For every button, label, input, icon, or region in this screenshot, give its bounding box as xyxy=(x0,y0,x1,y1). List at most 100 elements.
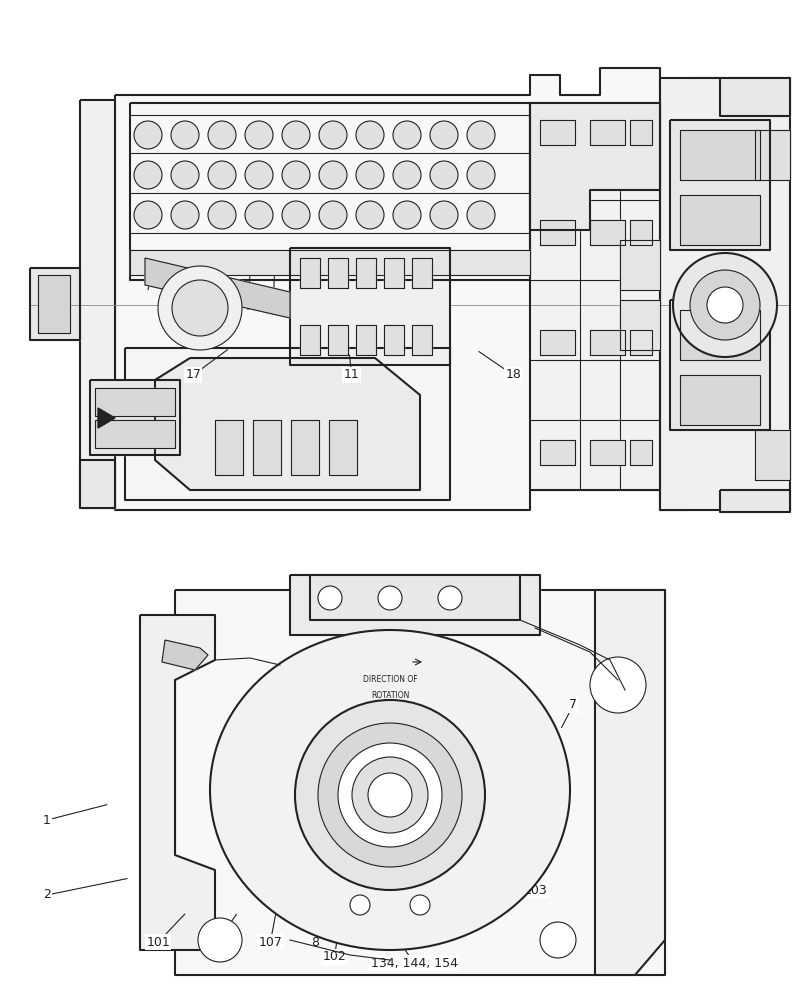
Polygon shape xyxy=(594,590,664,975)
Circle shape xyxy=(539,922,575,958)
Circle shape xyxy=(319,201,346,229)
Circle shape xyxy=(351,757,427,833)
Text: DIRECTION OF: DIRECTION OF xyxy=(363,676,417,684)
Circle shape xyxy=(198,918,242,962)
Circle shape xyxy=(171,121,199,149)
Text: 8: 8 xyxy=(311,936,319,948)
Circle shape xyxy=(430,201,457,229)
Polygon shape xyxy=(530,103,659,490)
Circle shape xyxy=(430,121,457,149)
Text: 107: 107 xyxy=(258,936,282,948)
Text: 103: 103 xyxy=(523,884,547,896)
Polygon shape xyxy=(290,420,319,475)
Polygon shape xyxy=(355,325,375,355)
Circle shape xyxy=(208,201,236,229)
Polygon shape xyxy=(629,330,651,355)
Polygon shape xyxy=(530,103,659,230)
Polygon shape xyxy=(669,300,769,430)
Text: 3: 3 xyxy=(254,698,262,712)
Polygon shape xyxy=(539,220,574,245)
Polygon shape xyxy=(155,358,419,490)
Polygon shape xyxy=(80,460,115,508)
Polygon shape xyxy=(679,310,759,360)
Polygon shape xyxy=(299,258,320,288)
Polygon shape xyxy=(539,120,574,145)
Circle shape xyxy=(134,161,162,189)
Circle shape xyxy=(171,161,199,189)
Text: 1: 1 xyxy=(43,814,51,826)
Circle shape xyxy=(672,253,776,357)
Text: 134, 144, 154: 134, 144, 154 xyxy=(370,956,457,970)
Circle shape xyxy=(281,121,310,149)
Polygon shape xyxy=(539,440,574,465)
Text: 101: 101 xyxy=(146,936,170,948)
Polygon shape xyxy=(38,275,70,333)
Circle shape xyxy=(245,201,272,229)
Text: 104: 104 xyxy=(523,863,547,876)
Circle shape xyxy=(355,201,384,229)
Polygon shape xyxy=(679,130,759,180)
Circle shape xyxy=(410,895,430,915)
Circle shape xyxy=(367,773,411,817)
Polygon shape xyxy=(719,490,789,512)
Circle shape xyxy=(208,121,236,149)
Polygon shape xyxy=(80,100,115,508)
Circle shape xyxy=(245,121,272,149)
Polygon shape xyxy=(299,325,320,355)
Polygon shape xyxy=(115,68,779,510)
Circle shape xyxy=(590,657,646,713)
Text: 9: 9 xyxy=(391,936,399,948)
Circle shape xyxy=(437,586,461,610)
Circle shape xyxy=(350,895,370,915)
Circle shape xyxy=(393,121,420,149)
Polygon shape xyxy=(355,258,375,288)
Text: 2: 2 xyxy=(43,888,51,902)
Polygon shape xyxy=(162,640,208,670)
Circle shape xyxy=(245,161,272,189)
Circle shape xyxy=(319,161,346,189)
Text: 17: 17 xyxy=(185,368,201,381)
Polygon shape xyxy=(215,420,242,475)
Polygon shape xyxy=(328,420,357,475)
Polygon shape xyxy=(719,78,789,116)
Circle shape xyxy=(294,700,484,890)
Polygon shape xyxy=(30,268,80,340)
Circle shape xyxy=(393,201,420,229)
Ellipse shape xyxy=(210,630,569,950)
Polygon shape xyxy=(98,408,115,428)
Polygon shape xyxy=(629,220,651,245)
Circle shape xyxy=(466,201,495,229)
Polygon shape xyxy=(328,258,348,288)
Polygon shape xyxy=(253,420,281,475)
Polygon shape xyxy=(175,590,664,975)
Text: 4: 4 xyxy=(380,698,388,712)
Circle shape xyxy=(318,586,341,610)
Text: ROTATION: ROTATION xyxy=(371,692,409,700)
Circle shape xyxy=(706,287,742,323)
Circle shape xyxy=(134,121,162,149)
Polygon shape xyxy=(590,330,624,355)
Polygon shape xyxy=(659,78,789,510)
Polygon shape xyxy=(629,120,651,145)
Circle shape xyxy=(355,121,384,149)
Polygon shape xyxy=(754,130,789,180)
Text: 102: 102 xyxy=(322,950,346,964)
Polygon shape xyxy=(139,615,215,950)
Polygon shape xyxy=(310,575,519,620)
Polygon shape xyxy=(95,420,175,448)
Polygon shape xyxy=(328,325,348,355)
Polygon shape xyxy=(384,258,404,288)
Polygon shape xyxy=(590,440,624,465)
Polygon shape xyxy=(679,195,759,245)
Text: 18: 18 xyxy=(504,368,521,381)
Polygon shape xyxy=(669,120,769,250)
Polygon shape xyxy=(629,440,651,465)
Circle shape xyxy=(337,743,441,847)
Circle shape xyxy=(208,161,236,189)
Circle shape xyxy=(318,723,461,867)
Circle shape xyxy=(281,201,310,229)
Circle shape xyxy=(158,266,242,350)
Polygon shape xyxy=(590,120,624,145)
Circle shape xyxy=(355,161,384,189)
Circle shape xyxy=(689,270,759,340)
